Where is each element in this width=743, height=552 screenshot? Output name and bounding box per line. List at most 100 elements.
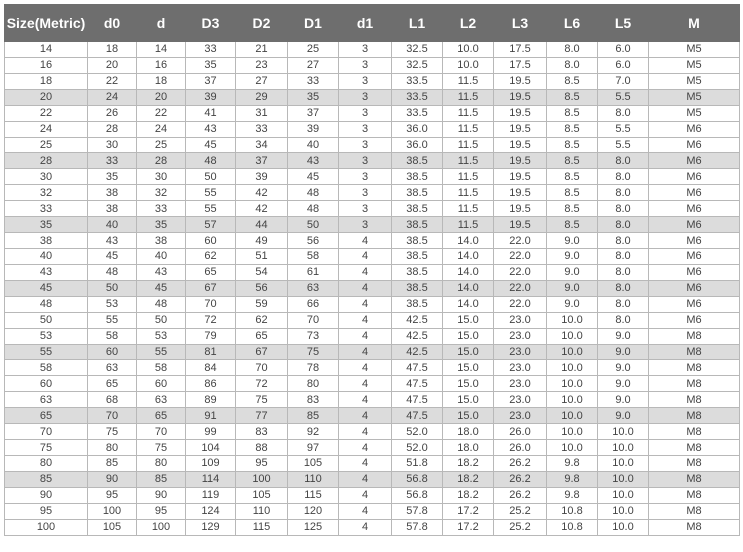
table-cell: 42.5 bbox=[391, 327, 443, 345]
table-cell: 22.0 bbox=[493, 263, 547, 281]
table-cell: 4 bbox=[338, 232, 392, 249]
table-cell: 4 bbox=[338, 247, 392, 265]
table-cell: 17.2 bbox=[442, 502, 494, 520]
table-cell: M6 bbox=[648, 232, 740, 249]
table-cell: 75 bbox=[4, 439, 88, 456]
table-cell: M6 bbox=[648, 136, 740, 154]
table-cell: 90 bbox=[87, 470, 137, 488]
table-header: Size(Metric) d0 d D3 D2 D1 d1 L1 L2 L3 L6 L5 M bbox=[4, 4, 740, 42]
column-header: d0 bbox=[87, 4, 137, 42]
table-cell: 79 bbox=[185, 327, 236, 345]
table-cell: 56.8 bbox=[391, 486, 443, 504]
table-cell: 33.5 bbox=[391, 104, 443, 122]
table-cell: 10.0 bbox=[546, 375, 598, 393]
table-cell: 11.5 bbox=[442, 136, 494, 154]
table-cell: 8.5 bbox=[546, 120, 598, 138]
table-cell: 55 bbox=[87, 311, 137, 329]
table-cell: 55 bbox=[136, 343, 186, 361]
table-cell: M8 bbox=[648, 454, 740, 472]
table-cell: 114 bbox=[185, 470, 236, 488]
table-cell: 50 bbox=[287, 216, 339, 234]
table-cell: 51 bbox=[235, 247, 288, 265]
table-cell: 9.8 bbox=[546, 486, 598, 504]
table-cell: 80 bbox=[287, 375, 339, 393]
table-cell: 67 bbox=[185, 279, 236, 297]
table-cell: 4 bbox=[338, 263, 392, 281]
table-cell: 20 bbox=[4, 88, 88, 106]
table-cell: 23.0 bbox=[493, 343, 547, 361]
table-cell: 9.0 bbox=[546, 295, 598, 313]
table-cell: 8.0 bbox=[597, 168, 649, 186]
table-cell: 8.5 bbox=[546, 200, 598, 218]
table-cell: 48 bbox=[136, 295, 186, 313]
table-row: 18 22 18 37 27 33 3 33.5 11.5 19.5 8.5 7.0 M5 bbox=[4, 72, 740, 90]
table-cell: 9.8 bbox=[546, 454, 598, 472]
table-cell: M8 bbox=[648, 391, 740, 409]
table-cell: 99 bbox=[185, 423, 236, 441]
table-cell: 38.5 bbox=[391, 200, 443, 218]
table-cell: 6.0 bbox=[597, 56, 649, 74]
table-row: 70 75 70 99 83 92 4 52.0 18.0 26.0 10.0 10.0 M8 bbox=[4, 423, 740, 441]
table-cell: 48 bbox=[287, 200, 339, 218]
table-cell: 53 bbox=[87, 295, 137, 313]
table-cell: M6 bbox=[648, 168, 740, 186]
table-cell: 33.5 bbox=[391, 72, 443, 90]
table-cell: 39 bbox=[185, 88, 236, 106]
table-cell: 9.0 bbox=[597, 359, 649, 377]
table-cell: M8 bbox=[648, 439, 740, 456]
table-cell: 11.5 bbox=[442, 120, 494, 138]
table-cell: 83 bbox=[235, 423, 288, 441]
table-cell: 65 bbox=[87, 375, 137, 393]
table-row: 65 70 65 91 77 85 4 47.5 15.0 23.0 10.0 9.0 M8 bbox=[4, 407, 740, 425]
table-cell: 65 bbox=[235, 327, 288, 345]
table-cell: 32 bbox=[136, 184, 186, 202]
table-cell: 11.5 bbox=[442, 104, 494, 122]
table-cell: 4 bbox=[338, 439, 392, 456]
table-cell: 3 bbox=[338, 41, 392, 58]
table-cell: 10.0 bbox=[546, 423, 598, 441]
table-cell: 4 bbox=[338, 454, 392, 472]
table-cell: 42.5 bbox=[391, 311, 443, 329]
column-header: L1 bbox=[391, 4, 443, 42]
table-cell: 75 bbox=[287, 343, 339, 361]
table-cell: 10.0 bbox=[597, 454, 649, 472]
table-cell: 14.0 bbox=[442, 263, 494, 281]
table-cell: 63 bbox=[136, 391, 186, 409]
table-cell: 30 bbox=[136, 168, 186, 186]
table-cell: 25 bbox=[136, 136, 186, 154]
table-row: 60 65 60 86 72 80 4 47.5 15.0 23.0 10.0 9.0 M8 bbox=[4, 375, 740, 393]
table-row: 33 38 33 55 42 48 3 38.5 11.5 19.5 8.5 8.0 M6 bbox=[4, 200, 740, 218]
table-cell: 36.0 bbox=[391, 120, 443, 138]
table-cell: 8.5 bbox=[546, 184, 598, 202]
table-cell: 3 bbox=[338, 72, 392, 90]
table-cell: 4 bbox=[338, 502, 392, 520]
table-cell: 30 bbox=[4, 168, 88, 186]
table-row: 48 53 48 70 59 66 4 38.5 14.0 22.0 9.0 8.0 M6 bbox=[4, 295, 740, 313]
table-cell: 39 bbox=[287, 120, 339, 138]
table-row: 50 55 50 72 62 70 4 42.5 15.0 23.0 10.0 8.0 M6 bbox=[4, 311, 740, 329]
table-cell: 18 bbox=[4, 72, 88, 90]
table-cell: 35 bbox=[4, 216, 88, 234]
table-cell: 4 bbox=[338, 518, 392, 536]
table-cell: 11.5 bbox=[442, 72, 494, 90]
table-row: 28 33 28 48 37 43 3 38.5 11.5 19.5 8.5 8.0 M6 bbox=[4, 152, 740, 170]
table-cell: 72 bbox=[235, 375, 288, 393]
table-cell: 23.0 bbox=[493, 375, 547, 393]
table-cell: 42 bbox=[235, 200, 288, 218]
table-cell: 22.0 bbox=[493, 232, 547, 249]
table-cell: 33.5 bbox=[391, 88, 443, 106]
table-cell: 48 bbox=[185, 152, 236, 170]
table-cell: 22 bbox=[136, 104, 186, 122]
table-cell: 50 bbox=[4, 311, 88, 329]
table-cell: 35 bbox=[287, 88, 339, 106]
table-cell: 28 bbox=[4, 152, 88, 170]
table-cell: 33 bbox=[87, 152, 137, 170]
table-cell: 85 bbox=[87, 454, 137, 472]
table-cell: 50 bbox=[87, 279, 137, 297]
table-cell: 8.5 bbox=[546, 168, 598, 186]
table-cell: 33 bbox=[185, 41, 236, 58]
table-cell: 100 bbox=[87, 502, 137, 520]
table-cell: 18 bbox=[87, 41, 137, 58]
table-cell: 78 bbox=[287, 359, 339, 377]
column-header: D1 bbox=[287, 4, 339, 42]
